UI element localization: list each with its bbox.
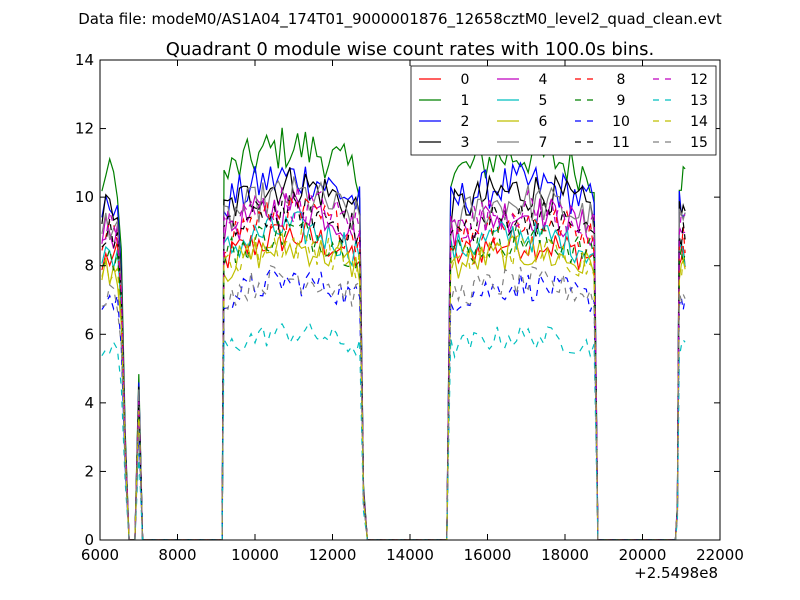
x-tick-label: 6000 — [81, 546, 119, 564]
legend-label: 14 — [690, 114, 708, 130]
series-line-12 — [101, 185, 686, 540]
legend-label: 4 — [539, 72, 548, 88]
legend-label: 2 — [461, 114, 470, 130]
series-layer — [101, 127, 686, 540]
x-tick-label: 18000 — [541, 546, 589, 564]
y-tick-label: 8 — [84, 257, 94, 275]
y-tick-label: 12 — [75, 120, 94, 138]
legend-label: 5 — [539, 93, 548, 109]
y-tick-label: 6 — [84, 325, 94, 343]
legend-label: 10 — [612, 114, 630, 130]
x-tick-label: 22000 — [696, 546, 744, 564]
x-tick-label: 8000 — [158, 546, 196, 564]
legend-label: 1 — [461, 93, 470, 109]
legend-label: 9 — [617, 93, 626, 109]
legend-label: 0 — [461, 72, 470, 88]
y-tick-label: 2 — [84, 462, 94, 480]
x-tick-label: 20000 — [619, 546, 667, 564]
x-tick-label: 10000 — [231, 546, 279, 564]
y-tick-label: 14 — [75, 51, 94, 69]
legend-label: 13 — [690, 93, 708, 109]
y-tick-label: 4 — [84, 394, 94, 412]
x-tick-label: 16000 — [464, 546, 512, 564]
legend-label: 3 — [461, 135, 470, 151]
x-offset-label: +2.5498e8 — [634, 564, 718, 582]
legend-box — [410, 65, 717, 156]
series-line-9 — [101, 218, 686, 540]
legend-label: 7 — [539, 135, 548, 151]
legend-label: 6 — [539, 114, 548, 130]
series-line-8 — [101, 195, 686, 540]
series-line-14 — [101, 228, 686, 540]
x-tick-label: 12000 — [309, 546, 357, 564]
legend-label: 12 — [690, 72, 708, 88]
figure-suptitle: Data file: modeM0/AS1A04_174T01_90000018… — [78, 10, 722, 29]
legend-label: 11 — [612, 135, 630, 151]
y-tick-label: 0 — [84, 531, 94, 549]
chart-title: Quadrant 0 module wise count rates with … — [166, 39, 655, 60]
series-line-13 — [101, 320, 686, 540]
legend-label: 15 — [690, 135, 708, 151]
series-line-15 — [101, 264, 686, 540]
x-axis: 6000 8000 10000 12000 14000 16000 18000 20000 22… — [81, 60, 744, 564]
series-line-10 — [101, 268, 686, 540]
x-tick-label: 14000 — [386, 546, 434, 564]
y-tick-label: 10 — [75, 188, 94, 206]
legend-label: 8 — [617, 72, 626, 88]
